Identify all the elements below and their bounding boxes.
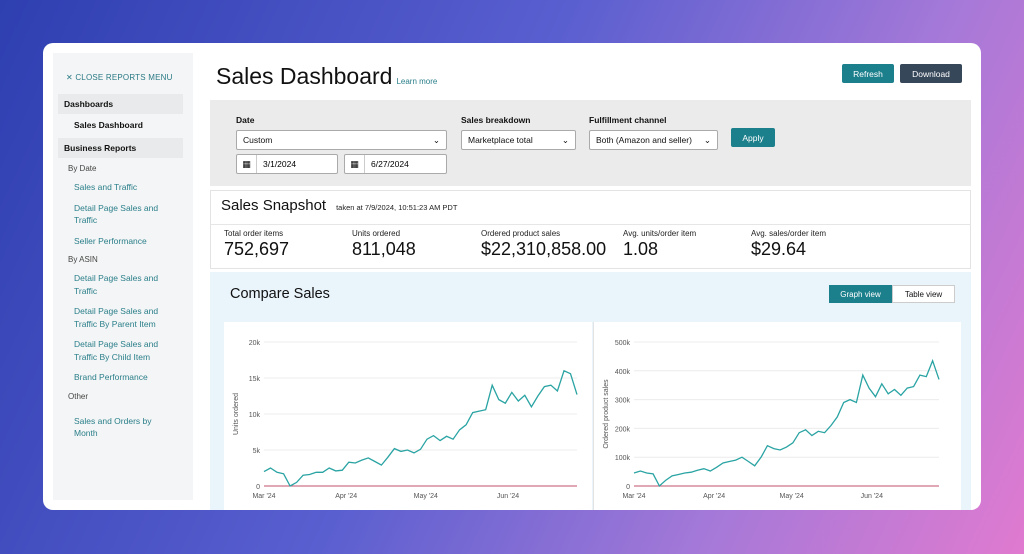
calendar-icon: ▦ (237, 155, 257, 173)
date-select[interactable]: Custom ⌄ (236, 130, 447, 150)
sidebar-link[interactable]: Detail Page Sales and Traffic By Parent … (74, 306, 159, 329)
metric-total-order-items: Total order items 752,697 (224, 229, 290, 259)
y-axis-label: Ordered product sales (603, 379, 610, 449)
snapshot-title: Sales Snapshot (221, 197, 327, 214)
graph-view-tab[interactable]: Graph view (829, 285, 892, 303)
y-tick-label: 200k (615, 426, 631, 433)
metric-avg-units: Avg. units/order item 1.08 (623, 229, 697, 259)
sidebar-link[interactable]: Seller Performance (74, 235, 147, 246)
compare-sales-panel: Compare Sales Graph view Table view 0 5k 1… (210, 272, 971, 510)
metric-ordered-product-sales: Ordered product sales $22,310,858.00 (481, 229, 607, 259)
chevron-down-icon: ⌄ (703, 134, 711, 145)
breakdown-label: Sales breakdown (461, 115, 531, 125)
x-tick-label: Jun '24 (861, 493, 883, 500)
x-tick-label: Mar '24 (622, 493, 645, 500)
divider (211, 224, 970, 225)
y-tick-label: 100k (615, 455, 631, 462)
page-title: Sales Dashboard (216, 63, 393, 89)
x-tick-label: May '24 (780, 493, 804, 500)
close-reports-menu[interactable]: ✕ CLOSE REPORTS MENU (66, 73, 173, 82)
x-tick-label: Apr '24 (335, 493, 357, 500)
snapshot-header: Sales Snapshot taken at 7/9/2024, 10:51:… (221, 197, 457, 214)
page-header: Sales Dashboard Learn more (216, 63, 437, 90)
reports-sidebar: ✕ CLOSE REPORTS MENU Dashboards Sales Da… (53, 53, 193, 500)
sidebar-link[interactable]: Sales and Orders by Month (74, 415, 152, 439)
sales-snapshot: Sales Snapshot taken at 7/9/2024, 10:51:… (210, 190, 971, 269)
download-button[interactable]: Download (900, 64, 962, 83)
units-ordered-chart: 0 5k 10k 15k 20k Mar '24 Apr '24 May '24 Jun '24… (224, 322, 592, 510)
x-tick-label: Jun '24 (497, 493, 519, 500)
filters-panel: Date Custom ⌄ ▦ 3/1/2024 ▦ 6/27/2024 Sales … (210, 100, 971, 186)
x-tick-label: May '24 (414, 493, 438, 500)
metric-units-ordered: Units ordered 811,048 (352, 229, 416, 259)
main-content: Sales Dashboard Learn more Refresh Downl… (210, 43, 981, 510)
other-heading: Other (68, 391, 89, 401)
y-axis-label: Units ordered (233, 393, 240, 435)
y-tick-label: 0 (626, 484, 630, 491)
breakdown-select[interactable]: Marketplace total ⌄ (461, 130, 576, 150)
y-tick-label: 0 (256, 484, 260, 491)
sidebar-link[interactable]: Detail Page Sales and Traffic By Child I… (74, 339, 159, 362)
dashboards-heading: Dashboards (58, 94, 183, 114)
metric-avg-sales: Avg. sales/order item $29.64 (751, 229, 826, 259)
end-date-input[interactable]: ▦ 6/27/2024 (344, 154, 447, 174)
y-tick-label: 500k (615, 340, 631, 347)
apply-button[interactable]: Apply (731, 128, 775, 147)
y-tick-label: 5k (253, 448, 261, 455)
learn-more-link[interactable]: Learn more (396, 77, 438, 86)
y-tick-label: 400k (615, 369, 631, 376)
sidebar-item-sales-dashboard[interactable]: Sales Dashboard (74, 120, 143, 130)
x-tick-label: Mar '24 (252, 493, 275, 500)
y-tick-label: 300k (615, 398, 631, 405)
refresh-button[interactable]: Refresh (842, 64, 894, 83)
y-tick-label: 10k (249, 412, 261, 419)
date-label: Date (236, 115, 255, 125)
snapshot-metrics: Total order items 752,697 Units ordered 81… (224, 229, 836, 260)
channel-select[interactable]: Both (Amazon and seller) ⌄ (589, 130, 718, 150)
sidebar-link[interactable]: Detail Page Sales and Traffic (74, 202, 159, 226)
series-line (263, 369, 578, 487)
y-tick-label: 15k (249, 376, 261, 383)
reports-window: ✕ CLOSE REPORTS MENU Dashboards Sales Da… (43, 43, 981, 510)
by-date-heading: By Date (68, 164, 97, 173)
y-tick-label: 20k (249, 340, 261, 347)
table-view-tab[interactable]: Table view (892, 285, 955, 303)
snapshot-timestamp: taken at 7/9/2024, 10:51:23 AM PDT (336, 203, 458, 212)
x-tick-label: Apr '24 (703, 493, 725, 500)
series-line (633, 358, 940, 488)
chevron-down-icon: ⌄ (432, 134, 440, 145)
chevron-down-icon: ⌄ (561, 134, 569, 145)
business-reports-heading: Business Reports (58, 138, 183, 158)
channel-label: Fulfillment channel (589, 115, 667, 125)
sidebar-link[interactable]: Detail Page Sales and Traffic (74, 273, 159, 296)
sidebar-link[interactable]: Sales and Traffic (74, 182, 138, 192)
start-date-input[interactable]: ▦ 3/1/2024 (236, 154, 338, 174)
sidebar-link[interactable]: Brand Performance (74, 372, 148, 382)
close-icon: ✕ (66, 73, 76, 82)
compare-sales-title: Compare Sales (230, 286, 330, 302)
calendar-icon: ▦ (345, 155, 365, 173)
by-asin-heading: By ASIN (68, 255, 98, 264)
ordered-sales-chart: 0 100k 200k 300k 400k 500k Mar '24 Apr '24 May '… (593, 322, 961, 510)
